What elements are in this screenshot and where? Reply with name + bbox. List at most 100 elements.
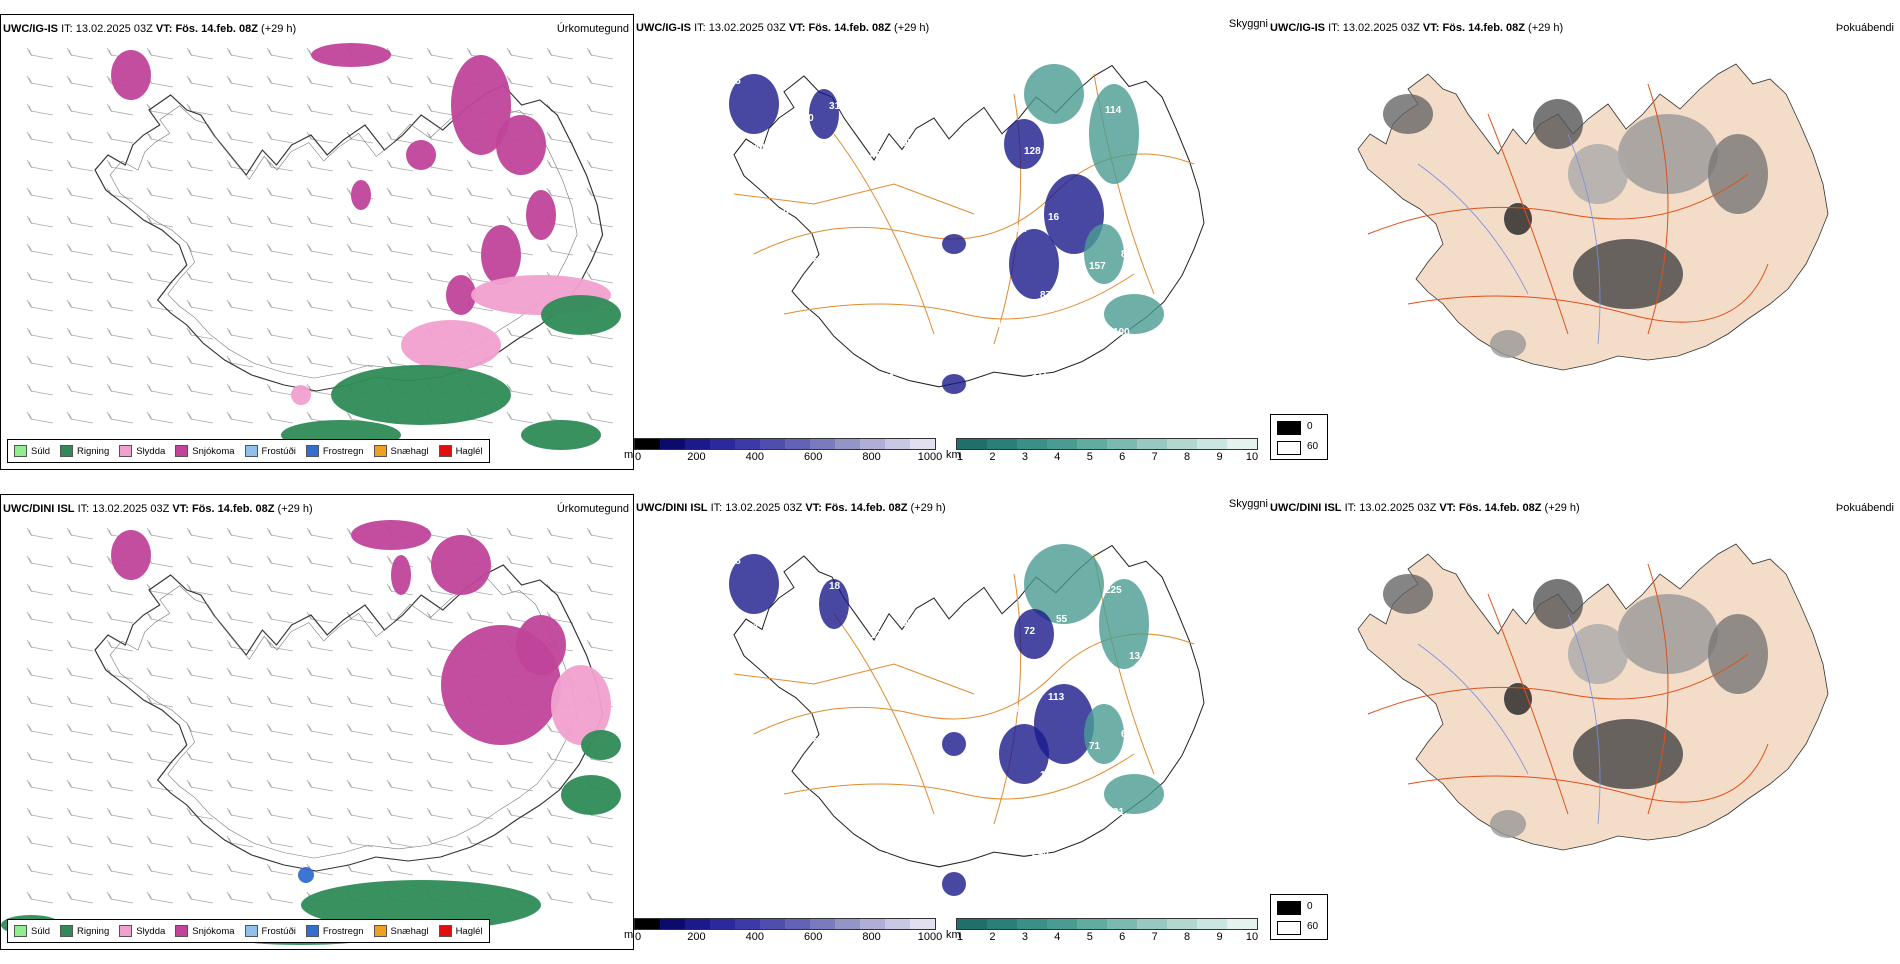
cloud-base-value: 142	[910, 840, 927, 851]
cloud-base-value: 67	[1121, 729, 1133, 740]
colorbar-segment	[910, 439, 935, 449]
legend-label: Snæhagl	[390, 445, 429, 457]
legend-item: Rigning	[60, 925, 109, 937]
colorbar-segment	[735, 919, 760, 929]
legend-item: Súld	[14, 925, 50, 937]
cloud-base-value: 64	[764, 766, 776, 777]
legend-item: Frostúði	[244, 445, 296, 457]
cloud-base-value: 180	[797, 113, 814, 124]
cloud-base-value: 85	[886, 294, 898, 305]
colorbar-segment	[1107, 439, 1137, 449]
legend-swatch	[119, 445, 133, 457]
colorbar-segment	[835, 919, 860, 929]
cloud-base-value: 95	[902, 138, 914, 149]
legend-swatch	[14, 925, 27, 937]
cloud-base-value: 111	[1032, 368, 1048, 379]
cloud-base-value: 55	[1056, 614, 1068, 625]
colorbar-segment	[1227, 439, 1257, 449]
colorbar-ticks: 1 2 3 4 5 6 7 8 9 10	[956, 930, 1258, 944]
cloud-base-value: 104	[1040, 770, 1057, 781]
cloud-base-value: 82	[1121, 249, 1133, 260]
colorbar-tick-label: 10	[1245, 451, 1259, 463]
variable-name: Þokuábendi	[1835, 22, 1894, 34]
row-ig-is: UWC/IG-IS IT: 13.02.2025 03Z VT: Fös. 14…	[0, 14, 1900, 484]
visibility-colorbar-row2: 1 2 3 4 5 6 7 8 9 10 km	[946, 918, 1258, 954]
legend-label: Haglél	[455, 445, 483, 457]
colorbar-tick-label: 600	[804, 931, 823, 943]
colorbar-tick-label: 5	[1086, 451, 1093, 463]
cloud-base-value: 87	[1040, 290, 1052, 301]
cloud-base-value: 71	[991, 319, 1003, 330]
fog-map	[1357, 63, 1829, 371]
cloud-base-value: 153	[1056, 134, 1073, 145]
colorbar-segment	[1137, 919, 1167, 929]
row-dini-isl: UWC/DINI ISL IT: 13.02.2025 03Z VT: Fös.…	[0, 494, 1900, 964]
colorbar-segment	[835, 439, 860, 449]
cloud-base-value: 93	[813, 737, 825, 748]
legend-item: Snjókoma	[175, 925, 235, 937]
cloud-base-value: 84	[1016, 224, 1028, 235]
colorbar-tick-label: 2	[989, 931, 996, 943]
colorbar-segment	[710, 919, 735, 929]
colorbar-tick-label: 0	[634, 451, 642, 463]
cloud-base-value: 225	[1105, 585, 1122, 596]
colorbar-segment	[987, 919, 1017, 929]
colorbar-segment	[760, 919, 785, 929]
panel-header: UWC/IG-IS IT: 13.02.2025 03Z VT: Fös. 14…	[636, 22, 930, 34]
legend-label: Haglél	[455, 925, 483, 937]
variable-name: Þokuábendi	[1835, 502, 1894, 514]
colorbar-segment	[1167, 919, 1197, 929]
legend-item: Slydda	[119, 925, 165, 937]
cloud-base-value: 68	[886, 774, 898, 785]
precip-type-panel: UWC/IG-IS IT: 13.02.2025 03Z VT: Fös. 14…	[0, 14, 634, 470]
cloud-base-value: 19	[943, 667, 955, 678]
panel-header: UWC/DINI ISL IT: 13.02.2025 03Z VT: Fös.…	[636, 502, 946, 514]
colorbar-segment	[1107, 919, 1137, 929]
legend-item: Snæhagl	[373, 925, 429, 937]
colorbar-ticks: 0 200 400 600 800 1000	[634, 450, 942, 464]
colorbar-tick-label: 6	[1119, 931, 1126, 943]
precip-map	[26, 43, 621, 450]
legend-swatch	[175, 445, 189, 457]
cloud-base-value: 100	[1113, 327, 1130, 338]
cloud-base-value: 108	[975, 175, 992, 186]
colorbar-segment	[660, 439, 685, 449]
colorbar-tick-label: 3	[1021, 451, 1028, 463]
colorbar-segment	[685, 919, 710, 929]
colorbar-tick-label: 800	[862, 451, 881, 463]
colorbar-segment	[1197, 919, 1227, 929]
fog-panel: UWC/DINI ISL IT: 13.02.2025 03Z VT: Fös.…	[1268, 494, 1900, 950]
cloud-base-value: 50	[772, 688, 784, 699]
colorbar-segment	[957, 439, 987, 449]
colorbar-segment	[1077, 919, 1107, 929]
cloud-base-value: 71	[1089, 741, 1101, 752]
legend-label: Rigning	[77, 925, 110, 937]
cloud-base-value: 91	[1113, 807, 1125, 818]
legend-swatch	[244, 445, 258, 457]
colorbar-tick-label: 800	[862, 931, 881, 943]
cloud-base-value: 88	[1097, 663, 1109, 674]
colorbar-strip	[956, 438, 1258, 450]
colorbar-tick-label: 9	[1216, 931, 1223, 943]
panel-header: UWC/IG-IS IT: 13.02.2025 03Z VT: Fös. 14…	[1270, 22, 1564, 34]
colorbar-segment	[1047, 919, 1077, 929]
colorbar-segment	[785, 919, 810, 929]
precip-map	[1, 520, 621, 945]
colorbar-segment	[735, 439, 760, 449]
precip-legend: Súld Rigning Slydda Snjókoma Frostúði Frostre…	[7, 439, 490, 463]
cloud-base-value: 131	[821, 659, 838, 670]
cloud-base-value: 107	[740, 700, 757, 711]
cloud-base-value: 70	[805, 335, 817, 346]
colorbar-unit: m	[624, 929, 634, 941]
colorbar-segment	[860, 919, 885, 929]
fog-panel: UWC/IG-IS IT: 13.02.2025 03Z VT: Fös. 14…	[1268, 14, 1900, 470]
legend-label: Súld	[31, 925, 51, 937]
colorbar-segment	[885, 439, 910, 449]
colorbar-tick-label: 8	[1184, 451, 1191, 463]
cloud-base-value: 72	[1024, 626, 1036, 637]
cloud-base-value: 313	[829, 101, 846, 112]
visibility-colorbar-row1: 1 2 3 4 5 6 7 8 9 10 km	[946, 438, 1259, 474]
legend-swatch	[119, 925, 133, 937]
cloud-base-value: 97	[918, 282, 930, 293]
colorbar-tick-label: 1	[956, 931, 964, 943]
